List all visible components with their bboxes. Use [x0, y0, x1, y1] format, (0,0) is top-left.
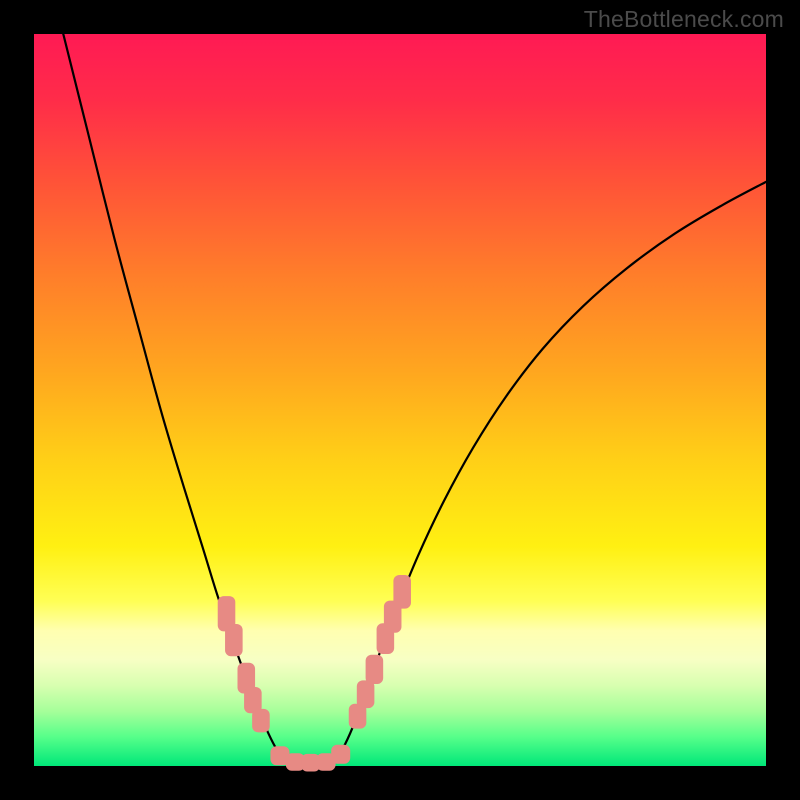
chart-stage: TheBottleneck.com [0, 0, 800, 800]
chart-marker [252, 709, 270, 732]
chart-marker [366, 655, 384, 684]
plot-area [34, 34, 766, 766]
marker-layer [218, 575, 411, 772]
chart-marker [331, 745, 350, 764]
chart-marker [225, 624, 243, 656]
v-curve [63, 34, 766, 765]
chart-marker [393, 575, 411, 609]
chart-svg [34, 34, 766, 766]
chart-marker [357, 680, 375, 708]
curve-layer [63, 34, 766, 765]
watermark-text: TheBottleneck.com [584, 6, 784, 33]
